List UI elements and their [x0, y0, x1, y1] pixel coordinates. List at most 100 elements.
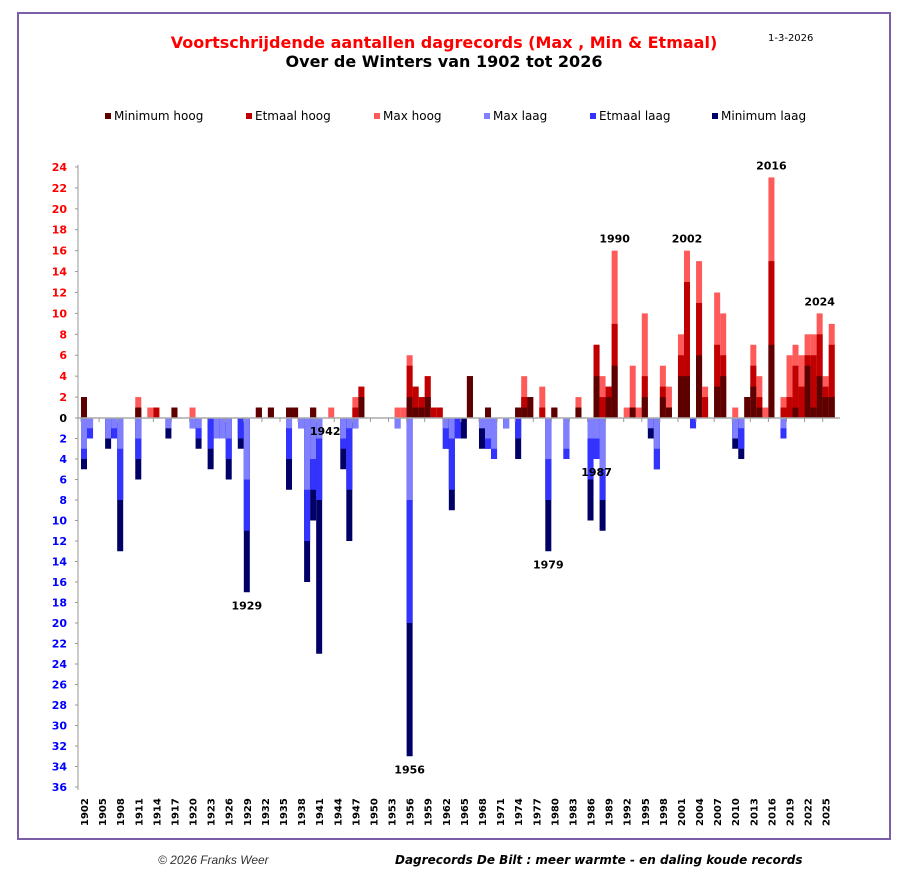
- bar-max-laag: [117, 418, 124, 449]
- bar-max-laag: [503, 418, 510, 429]
- y-tick-label: 12: [52, 535, 67, 548]
- x-tick-label: 1944: [333, 798, 344, 826]
- y-tick-label: 18: [52, 224, 67, 237]
- y-tick-label: 10: [52, 307, 68, 320]
- bar-etmaal-laag: [207, 418, 214, 449]
- legend-item: Etmaal hoog: [246, 109, 331, 123]
- bar-max-laag: [647, 418, 654, 429]
- bar-max-hoog: [665, 386, 672, 418]
- x-tick-label: 1968: [478, 798, 489, 826]
- y-tick-label: 14: [52, 266, 68, 279]
- annotation-label: 2002: [672, 233, 703, 246]
- bar-etmaal-hoog: [714, 344, 721, 418]
- bar-minimum-hoog: [750, 386, 757, 418]
- legend-swatch: [105, 113, 111, 119]
- bar-minimum-hoog: [551, 407, 558, 418]
- y-tick-label: 20: [52, 617, 68, 630]
- bar-etmaal-hoog: [768, 261, 775, 418]
- bar-minimum-hoog: [466, 376, 473, 418]
- x-tick-label: 2001: [677, 798, 688, 826]
- bar-minimum-hoog: [665, 407, 672, 418]
- bar-max-laag: [87, 418, 94, 429]
- bar-minimum-hoog: [418, 407, 425, 418]
- y-tick-label: 14: [52, 556, 68, 569]
- bar-max-laag: [298, 418, 305, 429]
- x-tick-label: 1935: [279, 798, 290, 826]
- legend-label: Minimum hoog: [114, 109, 204, 123]
- bar-max-laag: [105, 418, 112, 439]
- bar-max-laag: [394, 418, 401, 429]
- bar-minimum-hoog: [684, 376, 690, 418]
- x-tick-label: 1992: [623, 798, 634, 826]
- bar-max-laag: [491, 418, 498, 449]
- y-tick-label: 8: [59, 328, 67, 341]
- bar-etmaal-laag: [515, 418, 522, 439]
- bar-max-laag: [195, 418, 202, 429]
- legend-swatch: [246, 113, 252, 119]
- bar-max-laag: [111, 418, 118, 429]
- bar-minimum-hoog: [424, 397, 431, 418]
- annotation-label: 2016: [756, 159, 787, 172]
- bar-minimum-hoog: [804, 365, 811, 418]
- x-tick-label: 2004: [695, 798, 706, 826]
- bar-max-hoog: [575, 397, 582, 418]
- legend-label: Etmaal hoog: [255, 109, 331, 123]
- bar-minimum-hoog: [720, 376, 727, 418]
- bar-minimum-hoog: [255, 407, 262, 418]
- x-tick-label: 2007: [713, 798, 724, 826]
- x-tick-label: 1950: [369, 798, 380, 826]
- bar-etmaal-hoog: [412, 386, 419, 418]
- x-tick-label: 1998: [659, 798, 670, 826]
- legend-swatch: [712, 113, 718, 119]
- x-tick-label: 1962: [442, 798, 453, 826]
- x-tick-label: 1983: [568, 798, 579, 826]
- bar-max-hoog: [400, 407, 407, 418]
- legend-label: Max hoog: [383, 109, 442, 123]
- x-tick-label: 1989: [605, 798, 616, 826]
- annotation-label: 1942: [310, 425, 341, 438]
- x-tick-label: 2010: [731, 798, 742, 826]
- bar-max-laag: [653, 418, 660, 449]
- bar-max-laag: [485, 418, 492, 439]
- x-tick-label: 1932: [261, 798, 272, 826]
- y-tick-label: 26: [52, 679, 68, 692]
- bar-max-laag: [593, 418, 600, 439]
- x-tick-label: 2025: [822, 798, 833, 826]
- bar-etmaal-hoog: [828, 344, 835, 418]
- y-tick-label: 2: [59, 391, 67, 404]
- chart-frame: [17, 12, 891, 840]
- annotation-label: 2024: [804, 295, 835, 308]
- bar-etmaal-laag: [448, 418, 455, 490]
- x-tick-label: 2016: [767, 798, 778, 826]
- bar-max-laag: [310, 418, 317, 459]
- bar-max-hoog: [352, 397, 359, 418]
- bar-minimum-hoog: [135, 407, 142, 418]
- bar-max-hoog: [135, 397, 142, 418]
- x-tick-label: 1902: [80, 798, 91, 826]
- bar-max-laag: [442, 418, 449, 429]
- bar-max-laag: [478, 418, 485, 429]
- bar-minimum-hoog: [611, 365, 618, 418]
- bar-minimum-hoog: [677, 376, 684, 418]
- bar-max-laag: [563, 418, 570, 449]
- bar-etmaal-hoog: [352, 407, 359, 418]
- bar-max-laag: [340, 418, 347, 439]
- x-tick-label: 1953: [388, 798, 399, 826]
- bar-max-laag: [225, 418, 232, 439]
- bar-etmaal-hoog: [756, 397, 763, 418]
- bar-etmaal-laag: [286, 418, 293, 459]
- x-tick-label: 1995: [641, 798, 652, 826]
- y-tick-label: 24: [52, 161, 68, 174]
- legend-item: Minimum hoog: [105, 109, 203, 123]
- y-tick-label: 2: [59, 433, 67, 446]
- bar-etmaal-laag: [690, 418, 697, 429]
- bar-etmaal-hoog: [406, 365, 413, 418]
- x-tick-label: 1914: [152, 798, 163, 826]
- bar-max-hoog: [780, 397, 787, 418]
- bar-etmaal-laag: [316, 418, 323, 500]
- annotation-label: 1990: [599, 233, 630, 246]
- bar-etmaal-laag: [442, 418, 449, 449]
- bar-minimum-hoog: [810, 407, 817, 418]
- legend-label: Max laag: [493, 109, 548, 123]
